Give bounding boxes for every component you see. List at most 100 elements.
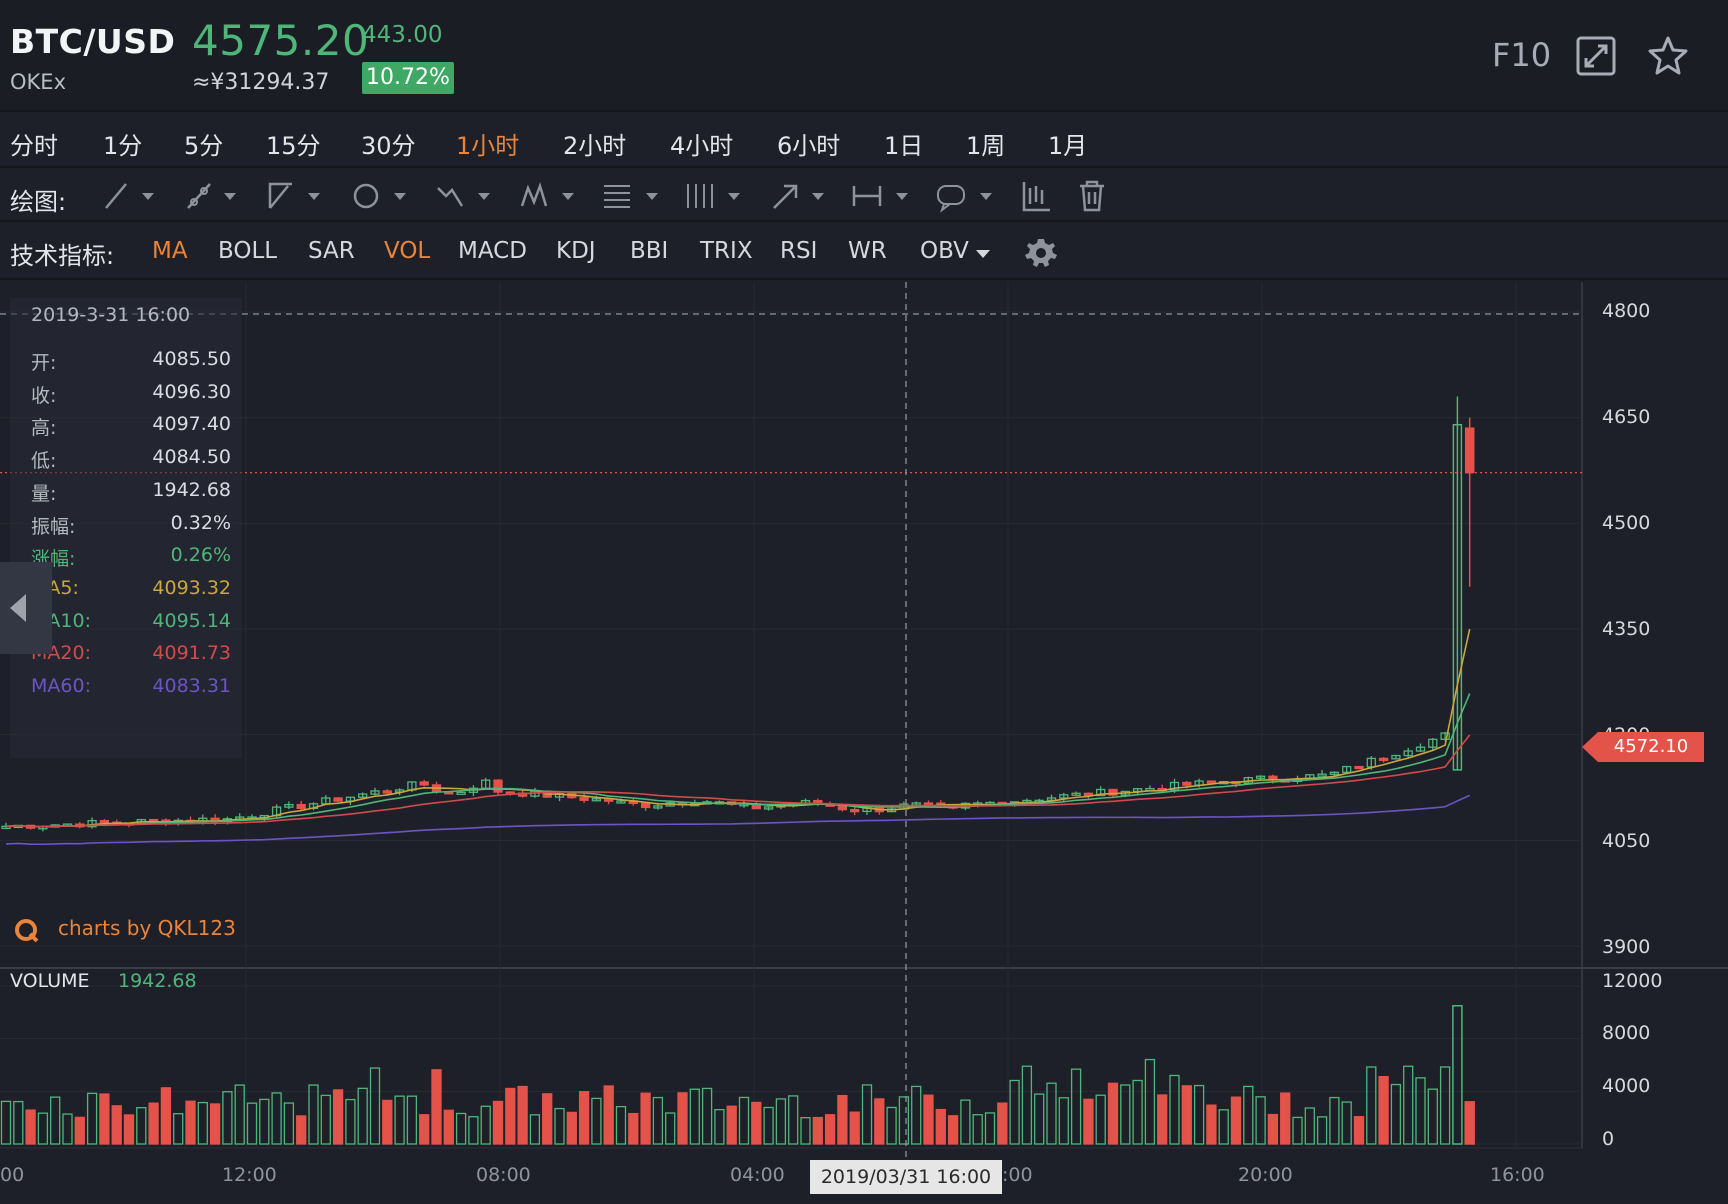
indicator-rsi[interactable]: RSI (780, 238, 818, 264)
obv-dropdown-icon[interactable] (974, 248, 992, 260)
candle-body (1169, 781, 1180, 791)
volume-bar (935, 1108, 946, 1145)
chart-area[interactable]: 2019-3-31 16:00 开: 4085.50 收: 4096.30 高: 4097… (0, 282, 1728, 1204)
volume-bar (824, 1114, 836, 1145)
arrow-tool-icon[interactable] (768, 178, 830, 214)
expand-icon[interactable] (1574, 34, 1618, 78)
volume-bar (886, 1106, 897, 1145)
indicator-kdj[interactable]: KDJ (556, 238, 596, 264)
candle-body (99, 819, 110, 824)
period-tab-1w[interactable]: 1周 (966, 132, 1006, 160)
trash-icon[interactable] (1074, 178, 1110, 214)
candle-body (419, 781, 429, 786)
volume-bar (1157, 1094, 1168, 1145)
volume-bar (332, 1089, 344, 1145)
period-tab-1m[interactable]: 1分 (103, 132, 143, 160)
volume-axis-label: 0 (1602, 1128, 1615, 1150)
collapse-panel-arrow-icon[interactable] (0, 562, 52, 654)
measure-tool-icon[interactable] (850, 178, 914, 214)
volume-bar (529, 1114, 541, 1145)
volume-bar (640, 1092, 651, 1145)
info-row-value: 4083.31 (152, 675, 231, 697)
period-tab-15m[interactable]: 15分 (266, 132, 321, 160)
period-tab-1mo[interactable]: 1月 (1048, 132, 1088, 160)
price-axis-label: 4650 (1602, 406, 1651, 428)
period-tab-1d[interactable]: 1日 (884, 132, 924, 160)
line-tool-icon[interactable] (100, 178, 160, 214)
volume-bar (1341, 1101, 1352, 1145)
star-icon[interactable] (1646, 34, 1690, 78)
wave-tool-icon[interactable] (434, 178, 496, 214)
candle-body (763, 806, 774, 810)
indicator-bar: 技术指标: MA BOLL SAR VOL MACD KDJ BBI TRIX … (0, 224, 1728, 280)
volume-bar (603, 1085, 614, 1145)
candle-body (850, 808, 860, 813)
info-row-label: 开: (31, 352, 57, 374)
pair-name: BTC/USD (10, 22, 176, 61)
pattern-tool-icon[interactable] (516, 178, 580, 214)
volume-bar (394, 1095, 405, 1145)
volume-bar (492, 1100, 504, 1145)
channel-tool-icon[interactable] (264, 178, 326, 214)
ray-tool-icon[interactable] (182, 178, 242, 214)
info-row-value: 4096.30 (152, 380, 231, 403)
volume-bar (382, 1099, 393, 1145)
f10-button[interactable]: F10 (1492, 36, 1552, 74)
candle-body (1317, 773, 1327, 777)
volume-bar (763, 1106, 774, 1145)
qkl123-logo-icon (15, 919, 39, 943)
fibonacci-tool-icon[interactable] (600, 178, 664, 214)
candle-body (1403, 750, 1413, 757)
indicator-bbi[interactable]: BBI (630, 238, 669, 264)
period-tab-30m[interactable]: 30分 (361, 132, 416, 160)
period-tab-fenshi[interactable]: 分时 (10, 132, 58, 160)
gann-tool-icon[interactable] (682, 178, 746, 214)
period-tab-2h[interactable]: 2小时 (563, 132, 627, 160)
indicator-trix[interactable]: TRIX (700, 238, 753, 264)
draw-label: 绘图: (10, 188, 67, 216)
time-axis-label: 04:00 (730, 1164, 785, 1186)
ma20-line (5, 734, 1471, 828)
indicator-wr[interactable]: WR (848, 238, 887, 264)
indicator-macd[interactable]: MACD (458, 238, 527, 264)
settings-gear-icon[interactable] (1024, 236, 1058, 270)
candlestick-chart-svg[interactable] (0, 282, 1728, 1204)
volume-bar (800, 1117, 811, 1145)
volume-bar (837, 1094, 848, 1145)
volume-bar (0, 1100, 12, 1145)
price-change: 443.00 (362, 22, 443, 48)
volume-bar (1415, 1077, 1426, 1145)
volume-bar (1144, 1058, 1156, 1145)
volume-bar (480, 1105, 491, 1145)
indicator-ma[interactable]: MA (152, 238, 188, 264)
volume-bar (1280, 1092, 1291, 1145)
price-axis-label: 4350 (1602, 618, 1651, 640)
volume-bar (50, 1096, 61, 1145)
indicator-boll[interactable]: BOLL (218, 238, 278, 264)
volume-bar (406, 1095, 418, 1145)
volume-value: 1942.68 (118, 970, 197, 992)
candle-body (1083, 792, 1094, 797)
volume-bar (468, 1116, 479, 1145)
indicator-obv[interactable]: OBV (920, 238, 969, 264)
volume-bar (185, 1100, 196, 1145)
candle-body (616, 800, 626, 804)
info-row-value: 1942.68 (152, 478, 231, 501)
volume-bar (689, 1088, 700, 1145)
volume-bar (1181, 1085, 1192, 1145)
note-tool-icon[interactable] (934, 178, 998, 214)
volume-bar (74, 1116, 85, 1145)
period-tab-5m[interactable]: 5分 (184, 132, 224, 160)
indicator-vol[interactable]: VOL (384, 238, 431, 264)
circle-tool-icon[interactable] (350, 178, 412, 214)
period-tabs: 分时 1分 5分 15分 30分 1小时 2小时 4小时 6小时 1日 1周 1… (0, 114, 1728, 168)
price-pane-bg (0, 282, 1582, 968)
period-tab-4h[interactable]: 4小时 (670, 132, 734, 160)
period-tab-1h[interactable]: 1小时 (456, 132, 520, 160)
info-row-value: 4091.73 (152, 642, 231, 665)
period-tab-6h[interactable]: 6小时 (777, 132, 841, 160)
info-row-label: MA60: (31, 675, 91, 697)
volume-bar (923, 1094, 934, 1145)
candle-style-icon[interactable] (1018, 178, 1054, 214)
indicator-sar[interactable]: SAR (308, 238, 355, 264)
